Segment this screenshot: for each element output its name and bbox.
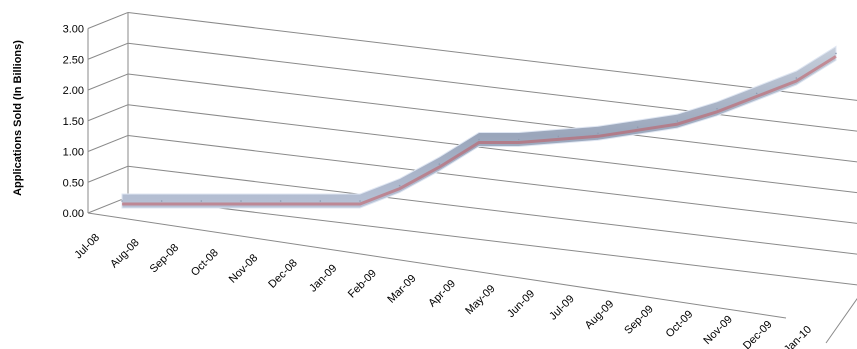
x-tick-label: Aug-09 — [583, 298, 617, 332]
x-tick-label: Mar-09 — [385, 273, 418, 306]
data-point-feb-09 — [398, 184, 401, 187]
data-point-jan-09 — [359, 200, 361, 202]
y-tick-label: 1.50 — [63, 116, 84, 128]
gridline — [127, 196, 857, 286]
data-point-apr-09 — [478, 138, 480, 141]
y-axis-title: Applications Sold (In Billions) — [12, 40, 24, 196]
data-point-dec-08 — [319, 200, 322, 202]
x-tick-label: Sep-08 — [148, 242, 182, 276]
data-point-aug-08 — [160, 200, 163, 202]
data-point-dec-09 — [795, 77, 798, 79]
x-tick-label: May-09 — [463, 283, 497, 317]
data-point-nov-09 — [755, 92, 758, 95]
label-layer: 0.00 0.50 1.00 1.50 2.00 2.50 3.00 Jul-08 Aug-08… — [63, 24, 815, 349]
data-point-oct-08 — [240, 200, 242, 202]
y-tick-label: 2.50 — [63, 54, 84, 66]
x-tick-label: Aug-08 — [108, 237, 142, 271]
data-point-jun-09 — [557, 135, 560, 138]
x-tick-label: Apr-09 — [426, 278, 458, 310]
floor-right-edge — [825, 297, 857, 344]
x-tick-label: Jul-09 — [547, 293, 577, 323]
floor-front-edge — [87, 212, 787, 319]
gridline-depth — [87, 73, 129, 91]
data-point-sep-09 — [676, 120, 679, 122]
gridline — [127, 135, 857, 224]
series-layer — [121, 45, 837, 209]
gridline — [127, 12, 857, 101]
y-tick-label: 1.00 — [63, 147, 84, 159]
data-point-nov-08 — [279, 200, 282, 202]
x-tick-label: Feb-09 — [346, 267, 379, 300]
series-ribbon — [121, 45, 837, 209]
grid-layer — [87, 12, 857, 344]
data-point-jul-08 — [121, 200, 123, 202]
x-tick-label: Dec-09 — [741, 319, 775, 349]
data-point-oct-09 — [716, 107, 718, 110]
y-tick-label: 2.00 — [63, 85, 84, 97]
gridline-depth — [87, 12, 129, 29]
gridline-depth — [87, 165, 129, 183]
data-point-jan-10 — [835, 52, 837, 55]
series-shade — [122, 55, 837, 206]
x-tick-label: Oct-09 — [664, 308, 696, 340]
x-tick-label: Jan-10 — [782, 324, 814, 349]
x-tick-label: Jun-09 — [505, 288, 537, 320]
gridline — [127, 165, 857, 255]
x-tick-label: Jan-09 — [307, 262, 339, 294]
gridline-depth — [87, 104, 129, 122]
y-tick-label: 3.00 — [63, 24, 84, 36]
y-tick-label: 0.00 — [63, 208, 84, 220]
gridline — [127, 104, 857, 194]
gridline-depth — [87, 135, 129, 152]
gridline — [127, 42, 857, 132]
x-tick-label: Nov-09 — [701, 313, 735, 347]
x-tick-label: Oct-08 — [189, 247, 221, 279]
x-tick-label: Nov-08 — [227, 252, 261, 286]
data-point-may-09 — [517, 138, 520, 141]
x-tick-label: Jul-08 — [72, 232, 102, 262]
data-point-sep-08 — [200, 200, 203, 202]
gridline — [127, 73, 857, 163]
gridline-depth — [87, 42, 129, 60]
x-tick-label: Sep-09 — [622, 303, 656, 337]
data-point-jul-09 — [597, 132, 599, 135]
data-point-aug-09 — [636, 126, 639, 128]
gridline-depth — [87, 196, 129, 214]
data-point-mar-09 — [438, 163, 441, 165]
x-tick-label: Dec-08 — [266, 257, 300, 291]
y-tick-label: 0.50 — [63, 177, 84, 189]
